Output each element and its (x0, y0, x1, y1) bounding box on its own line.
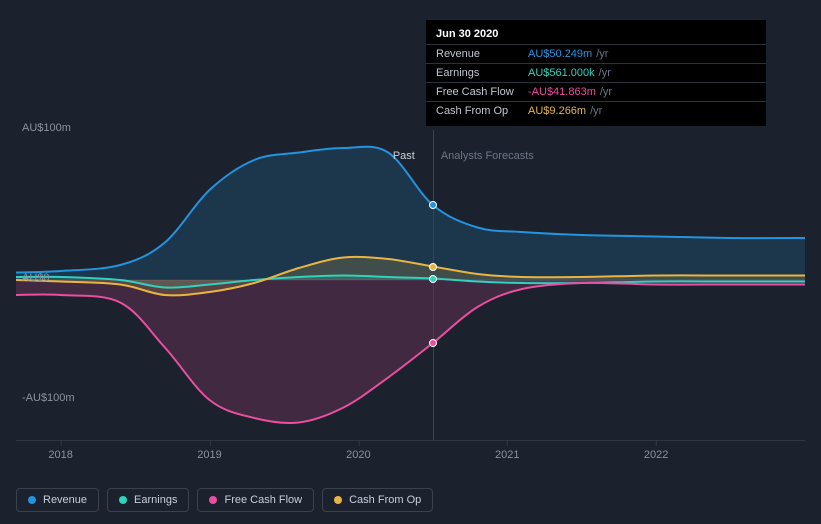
x-axis: 2018 2019 2020 2021 2022 (16, 440, 805, 470)
y-tick-label: AU$0 (22, 272, 50, 284)
tooltip-row-unit: /yr (590, 105, 602, 117)
legend-dot-icon (334, 496, 342, 504)
x-tick-label: 2019 (197, 441, 221, 461)
tooltip-row-unit: /yr (600, 86, 612, 98)
tooltip-row-label: Revenue (436, 48, 528, 60)
series-marker (429, 201, 437, 209)
legend-label: Cash From Op (349, 494, 421, 506)
past-forecast-divider (433, 130, 434, 440)
tooltip-row-label: Earnings (436, 67, 528, 79)
tooltip-row: Cash From OpAU$9.266m/yr (426, 101, 766, 120)
y-tick-label: -AU$100m (22, 392, 75, 404)
tooltip-row-value: -AU$41.863m (528, 86, 596, 98)
legend-item-fcf[interactable]: Free Cash Flow (197, 488, 314, 512)
legend-dot-icon (209, 496, 217, 504)
series-marker (429, 263, 437, 271)
legend-dot-icon (28, 496, 36, 504)
tooltip-row-value: AU$50.249m (528, 48, 592, 60)
past-label: Past (393, 150, 415, 162)
series-marker (429, 275, 437, 283)
tooltip-row-unit: /yr (596, 48, 608, 60)
tooltip-row: RevenueAU$50.249m/yr (426, 44, 766, 63)
x-tick-label: 2018 (48, 441, 72, 461)
x-tick-label: 2021 (495, 441, 519, 461)
tooltip-row-label: Free Cash Flow (436, 86, 528, 98)
x-tick-label: 2020 (346, 441, 370, 461)
legend-item-earnings[interactable]: Earnings (107, 488, 189, 512)
tooltip-row-value: AU$561.000k (528, 67, 595, 79)
tooltip-row: Free Cash Flow-AU$41.863m/yr (426, 82, 766, 101)
legend-item-revenue[interactable]: Revenue (16, 488, 99, 512)
legend-label: Free Cash Flow (224, 494, 302, 506)
tooltip-row-label: Cash From Op (436, 105, 528, 117)
legend-label: Revenue (43, 494, 87, 506)
forecast-label: Analysts Forecasts (441, 150, 534, 162)
series-marker (429, 339, 437, 347)
legend-label: Earnings (134, 494, 177, 506)
legend-item-cfo[interactable]: Cash From Op (322, 488, 433, 512)
legend-dot-icon (119, 496, 127, 504)
chart-container: AU$100m AU$0 -AU$100m 2018 2019 2020 2021 2022… (0, 0, 821, 524)
legend: Revenue Earnings Free Cash Flow Cash From O… (16, 488, 433, 512)
plot-svg (16, 130, 805, 430)
tooltip-title: Jun 30 2020 (426, 26, 766, 44)
plot-area (16, 130, 805, 430)
tooltip-row-value: AU$9.266m (528, 105, 586, 117)
y-tick-label: AU$100m (22, 122, 71, 134)
tooltip: Jun 30 2020 RevenueAU$50.249m/yrEarnings… (426, 20, 766, 126)
tooltip-row: EarningsAU$561.000k/yr (426, 63, 766, 82)
x-tick-label: 2022 (644, 441, 668, 461)
tooltip-row-unit: /yr (599, 67, 611, 79)
